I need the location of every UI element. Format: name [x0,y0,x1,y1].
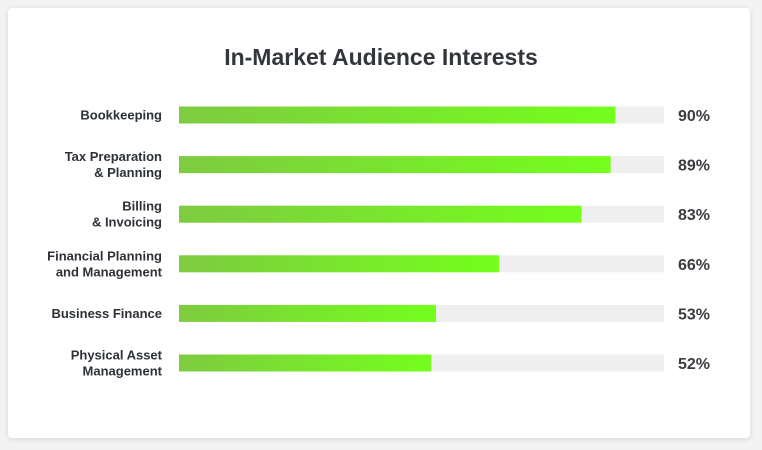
chart-title: In-Market Audience Interests [224,44,538,70]
bar [179,354,432,372]
bar [179,156,611,174]
category-label: Financial Planning [47,248,162,263]
category-label: Billing [122,199,162,214]
category-label: Physical Asset [71,348,163,363]
value-label: 89% [678,158,710,175]
value-label: 53% [678,306,710,323]
bar [179,106,616,124]
category-label: & Invoicing [92,215,162,230]
value-label: 90% [678,108,710,125]
value-label: 66% [678,257,710,274]
category-label: Bookkeeping [80,108,162,123]
bar [179,304,437,322]
category-label: Business Finance [51,306,162,321]
bar [179,205,582,223]
category-label: Management [83,364,163,379]
category-label: & Planning [94,165,162,180]
category-label: and Management [56,264,163,279]
category-label: Tax Preparation [65,149,162,164]
value-label: 83% [678,207,710,224]
bar [179,255,500,273]
value-label: 52% [678,356,710,373]
